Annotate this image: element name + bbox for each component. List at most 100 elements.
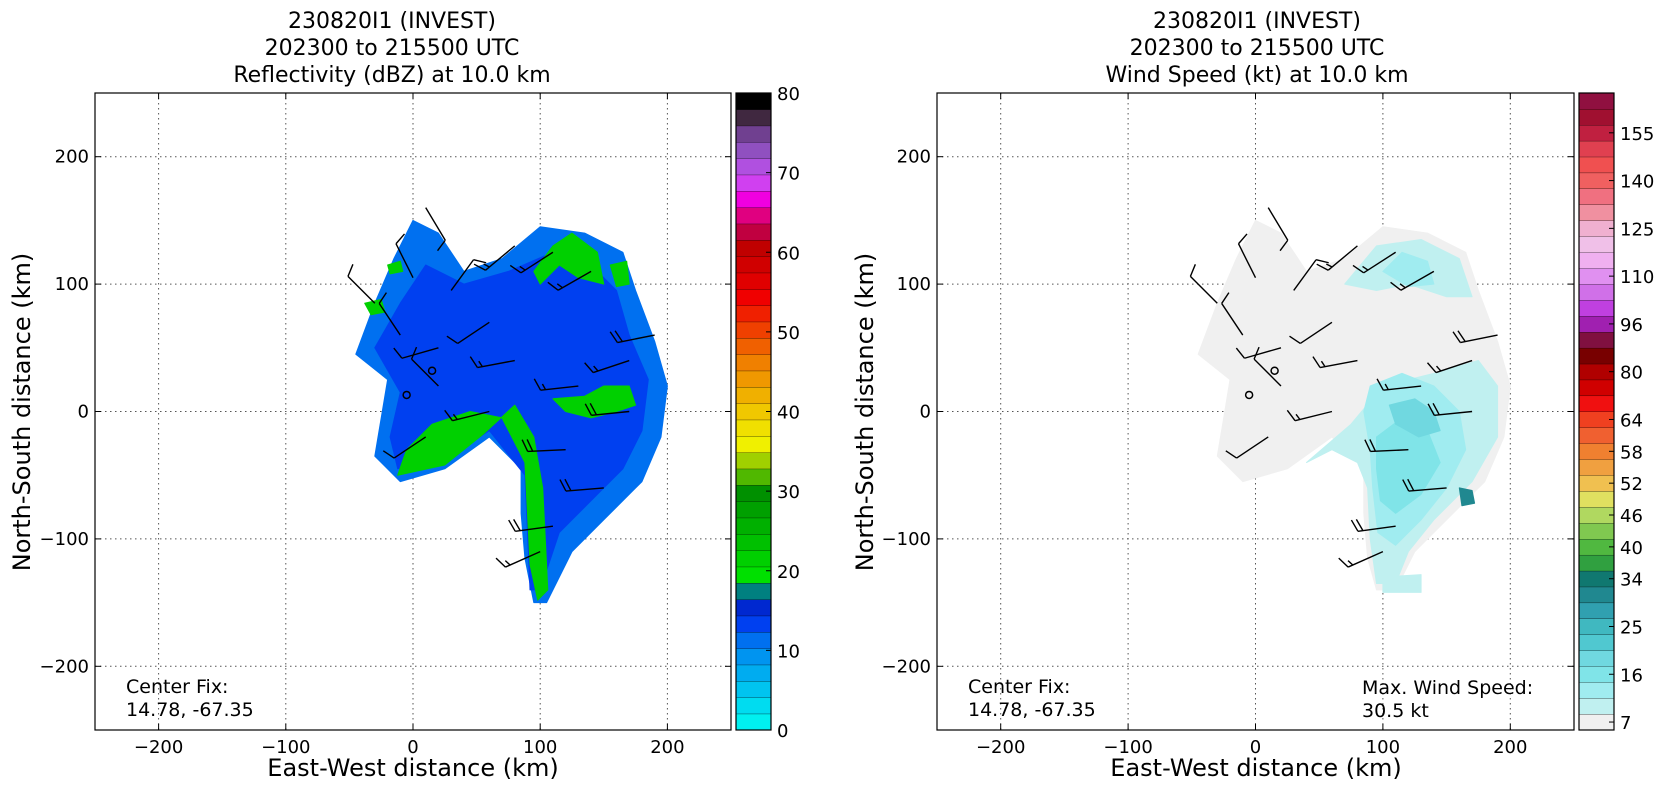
colorbar-tick-label: 40 (777, 403, 800, 424)
y-tick-label: 0 (78, 402, 89, 423)
wind-barb (450, 259, 487, 291)
colorbar-swatch (735, 288, 772, 306)
colorbar-swatch (735, 109, 772, 127)
colorbar-swatch (735, 599, 772, 617)
colorbar-swatch (1578, 395, 1615, 412)
y-axis-label: North-South distance (km) (851, 253, 879, 572)
colorbar-swatch (735, 697, 772, 715)
colorbar-swatch (735, 713, 772, 731)
wind-barb (509, 251, 554, 274)
wind-barbs (1189, 207, 1498, 568)
colorbar-swatch (735, 272, 772, 290)
x-tick-label: −100 (261, 737, 310, 758)
colorbar-tick-label: 0 (777, 721, 788, 742)
colorbar-swatch (1578, 506, 1615, 524)
colorbar-swatch (735, 533, 772, 551)
colorbar-tick-label: 140 (1620, 172, 1654, 193)
center-fix-value: 14.78, -67.35 (126, 699, 254, 721)
colorbar-tick-label: 10 (777, 641, 800, 662)
x-tick-label: 100 (1366, 737, 1400, 758)
wind-barbs (347, 207, 655, 568)
x-tick-label: 100 (523, 737, 557, 758)
colorbar-swatch (735, 174, 772, 192)
chart-title-line-1: 230820I1 (INVEST) (1153, 9, 1361, 34)
wind-barb (609, 330, 655, 344)
wind-speed-panel: 230820I1 (INVEST) 202300 to 215500 UTC W… (851, 9, 1654, 782)
center-fix-marker (1270, 366, 1279, 375)
colorbar-swatch (1578, 459, 1615, 476)
chart-title-line-3: Wind Speed (kt) at 10.0 km (1105, 63, 1408, 88)
colorbar-swatch (735, 517, 772, 535)
x-tick-label: 0 (1250, 737, 1261, 758)
y-tick-label: 0 (920, 402, 931, 423)
center-fix-markers (1244, 366, 1279, 400)
colorbar-swatch (1578, 490, 1615, 508)
colorbar-swatch (1578, 156, 1615, 174)
field-region (387, 260, 404, 275)
wind-barb (395, 233, 414, 279)
wind-barb (547, 270, 592, 291)
wind-barb (533, 378, 579, 391)
wind-barb (1352, 251, 1397, 274)
colorbar-swatch (1578, 220, 1615, 237)
axis-ticks: −200 −100 0 100 200 −200 −100 0 100 200 (40, 93, 731, 758)
wind-barb (444, 409, 490, 422)
chart-title-line-2: 202300 to 215500 UTC (1130, 36, 1385, 61)
center-fix-markers (402, 366, 437, 400)
wind-barb (382, 436, 427, 459)
y-tick-label: 200 (55, 147, 89, 168)
colorbar-swatch (735, 403, 772, 421)
colorbar-tick-label: 80 (777, 84, 800, 105)
reflectivity-colorbar: 0 10 20 30 40 50 60 70 80 (735, 84, 800, 742)
field-region (609, 260, 630, 288)
colorbar-tick-label: 80 (1620, 363, 1643, 384)
colorbar-swatch (735, 648, 772, 666)
colorbar-swatch (735, 386, 772, 404)
x-tick-label: −200 (134, 737, 183, 758)
colorbar-swatch (735, 468, 772, 486)
center-fix-marker (402, 390, 411, 400)
wind-barb (1267, 207, 1289, 252)
colorbar-swatch (735, 680, 772, 698)
colorbar-swatch (1578, 268, 1615, 285)
wind-barb (1338, 551, 1384, 568)
colorbar-swatch (735, 223, 772, 241)
colorbar-tick-label: 46 (1620, 506, 1643, 527)
colorbar-swatch (1578, 92, 1615, 110)
center-fix-marker (427, 366, 437, 375)
colorbar-swatch (1578, 666, 1615, 683)
reflectivity-field (355, 219, 668, 604)
colorbar-swatch (1578, 570, 1615, 588)
y-axis-label: North-South distance (km) (8, 253, 36, 572)
colorbar-tick-label: 70 (777, 164, 800, 185)
colorbar-swatch (735, 419, 772, 437)
colorbar-swatch (1578, 188, 1615, 205)
colorbar-swatch (1578, 634, 1615, 651)
wind-barb (1350, 519, 1396, 532)
colorbar-swatch (1578, 411, 1615, 428)
wind-barb (1376, 378, 1422, 391)
y-tick-label: 200 (897, 147, 931, 168)
wind-barb (410, 346, 439, 387)
wind-barb (1189, 264, 1218, 304)
colorbar-tick-label: 125 (1620, 219, 1654, 240)
colorbar-tick-label: 60 (777, 243, 800, 264)
wind-barb (1225, 436, 1269, 459)
wind-barb (1221, 292, 1244, 336)
wind-barb (1253, 346, 1282, 387)
y-tick-label: −200 (882, 656, 931, 677)
colorbar-swatch (1578, 443, 1615, 460)
colorbar-tick-label: 40 (1620, 538, 1643, 559)
colorbar-swatch (735, 484, 772, 502)
center-fix-label: Center Fix: (968, 676, 1070, 698)
wind-barb (393, 347, 439, 359)
colorbar-swatch (1578, 236, 1615, 253)
wind-barb (1237, 233, 1257, 279)
x-tick-label: 200 (1493, 737, 1527, 758)
axis-ticks: −200 −100 0 100 200 −200 −100 0 100 200 (882, 93, 1574, 758)
colorbar-swatch (1578, 172, 1615, 190)
wind-barb (1452, 330, 1498, 344)
wind-barb (1235, 347, 1282, 359)
x-tick-label: 200 (650, 737, 684, 758)
